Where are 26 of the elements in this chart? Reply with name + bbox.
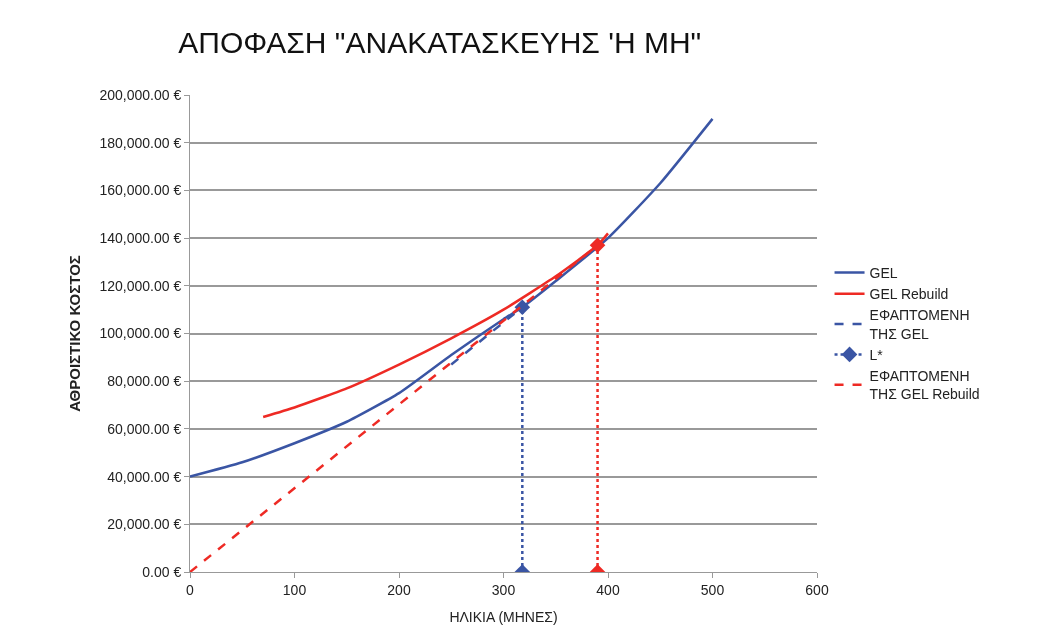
legend-label: L* [869, 346, 884, 363]
legend-label: GEL Rebuild [869, 286, 949, 303]
y-tick-label: 40,000.00 € [107, 468, 182, 485]
y-tick-label: 120,000.00 € [99, 277, 182, 294]
x-tick-label: 400 [596, 581, 620, 598]
y-tick-label: 60,000.00 € [107, 420, 182, 437]
x-tick-label: 200 [387, 581, 411, 598]
y-tick-label: 200,000.00 € [99, 86, 182, 103]
x-tick-label: 100 [282, 581, 307, 598]
chart-title: ΑΠΟΦΑΣΗ "ΑΝΑΚΑΤΑΣΚΕΥΗΣ 'Η ΜΗ" [178, 25, 702, 59]
y-tick-label: 100,000.00 € [99, 325, 182, 342]
x-tick-label: 0 [186, 581, 195, 598]
x-tick-label: 300 [491, 581, 516, 598]
y-tick-label: 20,000.00 € [107, 516, 182, 533]
legend-label: ΕΦΑΠΤΟΜΕΝΗ ΤΗΣ GEL Rebuild [869, 368, 980, 403]
x-tick-label: 600 [805, 581, 829, 598]
legend-label: GEL [869, 265, 898, 282]
legend-label: ΕΦΑΠΤΟΜΕΝΗ ΤΗΣ GEL [869, 307, 970, 342]
y-tick-label: 80,000.00 € [107, 373, 182, 390]
y-tick-label: 160,000.00 € [99, 182, 182, 199]
y-tick-label: 0.00 € [142, 563, 182, 580]
y-axis-title: ΑΘΡΟΙΣΤΙΚΟ ΚΟΣΤΟΣ [65, 255, 83, 412]
y-tick-label: 180,000.00 € [99, 134, 182, 151]
x-tick-label: 500 [700, 581, 725, 598]
y-tick-label: 140,000.00 € [99, 230, 182, 246]
x-axis-title: ΗΛΙΚΙΑ (ΜΗΝΕΣ) [449, 609, 558, 626]
